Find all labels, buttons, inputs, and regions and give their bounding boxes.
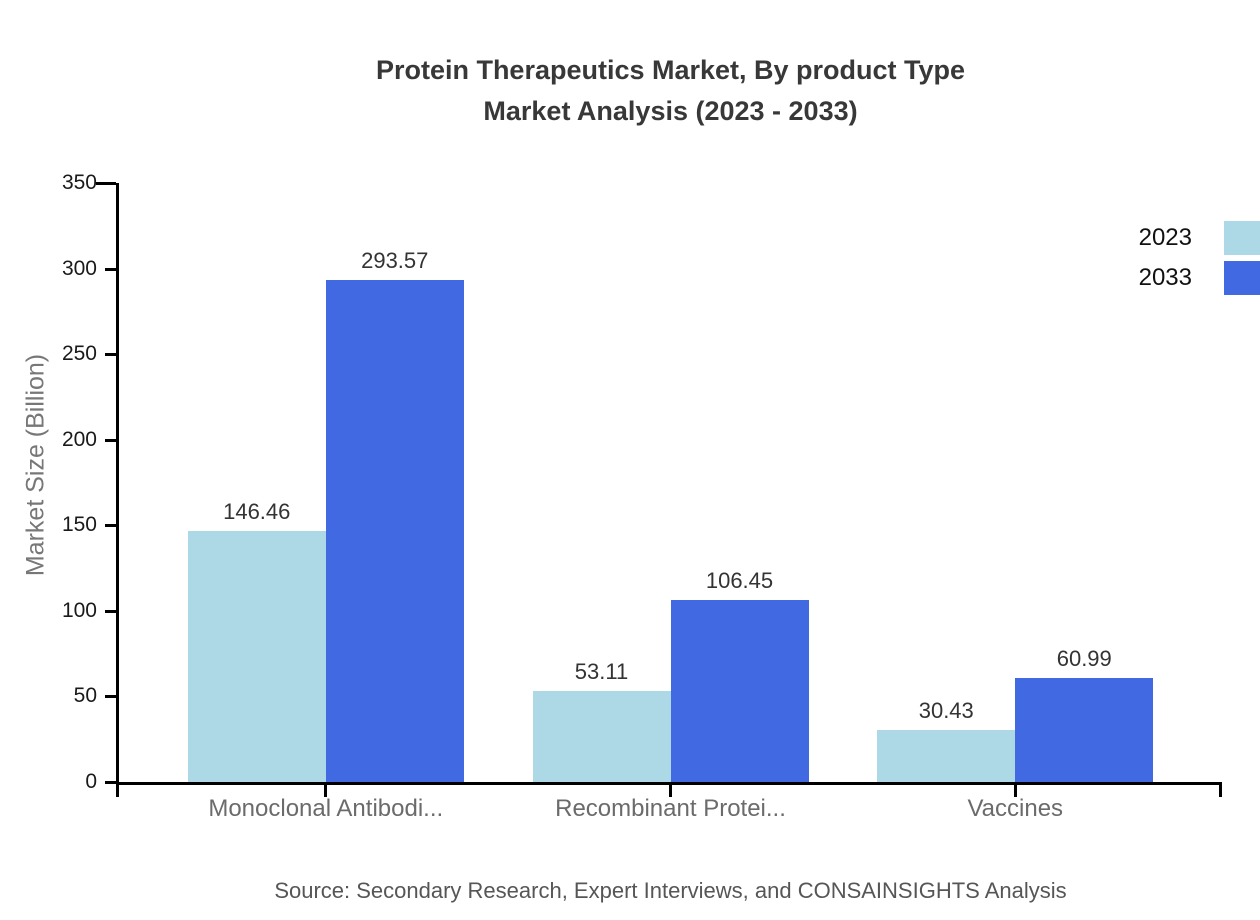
legend-label-2033: 2033 [1138, 264, 1192, 291]
value-label-2033-monoclonal-antibodi: 293.57 [361, 247, 429, 273]
chart-title-line-2: Market Analysis (2023 - 2033) [483, 96, 858, 126]
plot-area: 0 50 100 150 200 250 300 350 Monoclonal Antibodi… [62, 171, 1222, 822]
y-tick-350 [96, 182, 116, 185]
y-axis-endcap [116, 785, 119, 797]
value-label-2033-vaccines: 60.99 [1056, 645, 1112, 671]
y-axis-title: Market Size (Billion) [21, 353, 50, 577]
legend-item-2023[interactable]: 2023 [1139, 221, 1260, 255]
bar-2033-vaccines[interactable] [1015, 677, 1154, 782]
source-note: Source: Secondary Research, Expert Inter… [274, 878, 1067, 903]
value-label-2023-monoclonal-antibodi: 146.46 [223, 499, 291, 525]
category-label-recombinant-protei: Recombinant Protei... [555, 795, 786, 822]
chart-title-line-1: Protein Therapeutics Market, By product … [375, 55, 966, 85]
bar-2023-vaccines[interactable] [877, 729, 1016, 782]
y-tick-label-100: 100 [61, 598, 97, 622]
legend-swatch-2033 [1224, 261, 1260, 295]
x-tick-recombinant-protei [669, 785, 672, 797]
y-tick-200 [105, 438, 116, 442]
y-tick-250 [105, 353, 116, 357]
category-label-vaccines: Vaccines [967, 795, 1064, 822]
y-tick-label-300: 300 [61, 256, 97, 280]
bar-2023-monoclonal-antibodi[interactable] [187, 531, 326, 782]
y-tick-label-150: 150 [61, 513, 97, 537]
legend-swatch-2023 [1224, 221, 1260, 255]
y-tick-label-0: 0 [85, 770, 97, 793]
value-label-2023-recombinant-protei: 53.11 [574, 659, 629, 685]
bar-2033-monoclonal-antibodi[interactable] [325, 279, 464, 782]
value-label-2023-vaccines: 30.43 [918, 697, 974, 723]
y-tick-0 [105, 781, 116, 784]
y-tick-label-250: 250 [61, 342, 97, 366]
y-tick-100 [105, 609, 116, 613]
y-tick-label-200: 200 [61, 427, 97, 451]
category-label-monoclonal-antibodi: Monoclonal Antibodi... [208, 795, 444, 822]
bar-2023-recombinant-protei[interactable] [532, 691, 671, 782]
x-axis-endcap [1219, 785, 1222, 797]
y-tick-150 [105, 524, 116, 528]
y-tick-label-50: 50 [73, 684, 97, 708]
legend-label-2023: 2023 [1138, 224, 1192, 251]
legend: 2023 2033 [1139, 221, 1260, 301]
legend-item-2033[interactable]: 2033 [1139, 261, 1260, 295]
x-tick-monoclonal-antibodi [324, 785, 328, 797]
y-tick-300 [105, 267, 116, 271]
y-tick-50 [105, 695, 116, 699]
y-tick-label-350: 350 [61, 171, 97, 194]
bar-2033-recombinant-protei[interactable] [670, 599, 809, 782]
value-label-2033-recombinant-protei: 106.45 [705, 567, 774, 593]
x-tick-vaccines [1013, 785, 1017, 797]
chart-title: Protein Therapeutics Market, By product … [119, 50, 1222, 132]
